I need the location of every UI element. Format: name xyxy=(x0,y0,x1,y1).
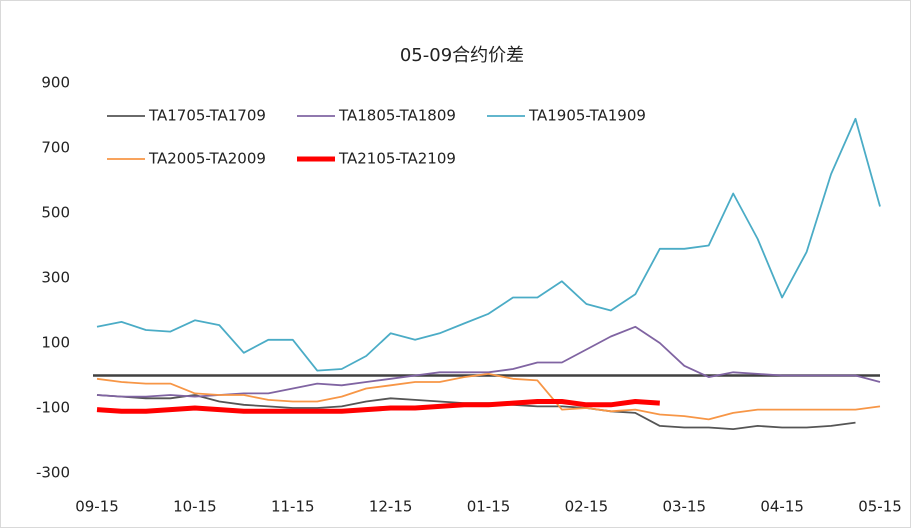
y-tick-label: 100 xyxy=(41,334,70,352)
chart-title: 05-09合约价差 xyxy=(400,45,524,66)
series-line xyxy=(96,117,881,372)
x-tick-label: 01-15 xyxy=(467,498,511,516)
y-tick-label: -100 xyxy=(36,399,70,417)
legend-label: TA1705-TA1709 xyxy=(148,107,266,125)
legend-label: TA1905-TA1909 xyxy=(528,107,646,125)
legend-label: TA2005-TA2009 xyxy=(148,150,266,168)
x-tick-label: 04-15 xyxy=(760,498,804,516)
legend-label: TA1805-TA1809 xyxy=(338,107,456,125)
y-tick-label: 700 xyxy=(41,139,70,157)
y-tick-label: -300 xyxy=(36,464,70,482)
y-tick-label: 900 xyxy=(41,74,70,92)
x-tick-label: 10-15 xyxy=(173,498,217,516)
x-tick-label: 12-15 xyxy=(369,498,413,516)
y-tick-label: 300 xyxy=(41,269,70,287)
x-tick-label: 05-15 xyxy=(858,498,902,516)
x-tick-label: 03-15 xyxy=(662,498,706,516)
legend-label: TA2105-TA2109 xyxy=(338,150,456,168)
x-tick-label: 11-15 xyxy=(271,498,315,516)
x-tick-label: 09-15 xyxy=(75,498,119,516)
y-tick-label: 500 xyxy=(41,204,70,222)
series-line xyxy=(96,373,881,421)
x-tick-label: 02-15 xyxy=(565,498,609,516)
series-line xyxy=(96,399,660,414)
